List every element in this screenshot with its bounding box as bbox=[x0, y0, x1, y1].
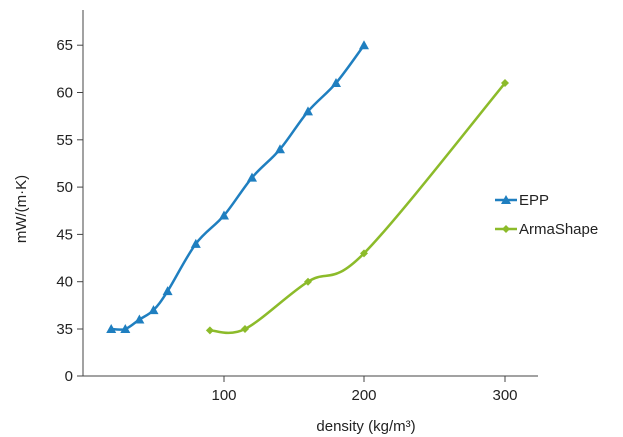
legend: EPP ArmaShape bbox=[495, 192, 598, 238]
y-tick-label: 55 bbox=[56, 132, 73, 149]
data-point bbox=[303, 106, 313, 116]
data-point bbox=[359, 40, 369, 50]
data-point bbox=[241, 325, 249, 333]
legend-item-epp: EPP bbox=[495, 192, 549, 209]
data-point bbox=[190, 238, 201, 248]
series-line-armashape bbox=[209, 82, 506, 335]
y-tick-label: 40 bbox=[56, 274, 73, 291]
data-point bbox=[247, 172, 257, 182]
data-point bbox=[331, 78, 341, 88]
series-armashape bbox=[205, 79, 509, 335]
axes: 0 35 40 45 50 55 60 65 100 200 300 bbox=[56, 10, 538, 404]
data-point bbox=[205, 326, 214, 335]
x-tick-label: 100 bbox=[211, 387, 236, 404]
y-tick-label: 65 bbox=[56, 37, 73, 54]
legend-marker bbox=[501, 195, 511, 204]
y-tick-label: 45 bbox=[56, 226, 73, 243]
data-point bbox=[501, 79, 509, 88]
data-point bbox=[106, 324, 117, 333]
data-point bbox=[162, 286, 173, 296]
data-point bbox=[275, 144, 285, 154]
series-layer bbox=[106, 40, 509, 335]
data-point bbox=[219, 210, 229, 220]
legend-label: ArmaShape bbox=[519, 221, 598, 238]
x-tick-label: 200 bbox=[351, 387, 376, 404]
x-tick-label: 300 bbox=[492, 387, 517, 404]
data-point bbox=[134, 314, 145, 324]
x-axis-title: density (kg/m³) bbox=[316, 418, 415, 435]
y-tick-label: 35 bbox=[56, 321, 73, 338]
legend-marker bbox=[502, 225, 510, 233]
y-axis-title: mW/(m·K) bbox=[13, 175, 30, 243]
series-line-epp bbox=[111, 44, 366, 331]
data-point bbox=[360, 249, 368, 258]
legend-item-armashape: ArmaShape bbox=[495, 221, 598, 238]
data-point bbox=[304, 277, 312, 286]
data-point bbox=[120, 324, 131, 333]
y-tick-label: 60 bbox=[56, 85, 73, 102]
data-point bbox=[148, 305, 159, 315]
y-tick-label: 0 bbox=[65, 368, 73, 385]
series-epp bbox=[106, 40, 369, 333]
y-tick-label: 50 bbox=[56, 179, 73, 196]
legend-label: EPP bbox=[519, 192, 549, 209]
